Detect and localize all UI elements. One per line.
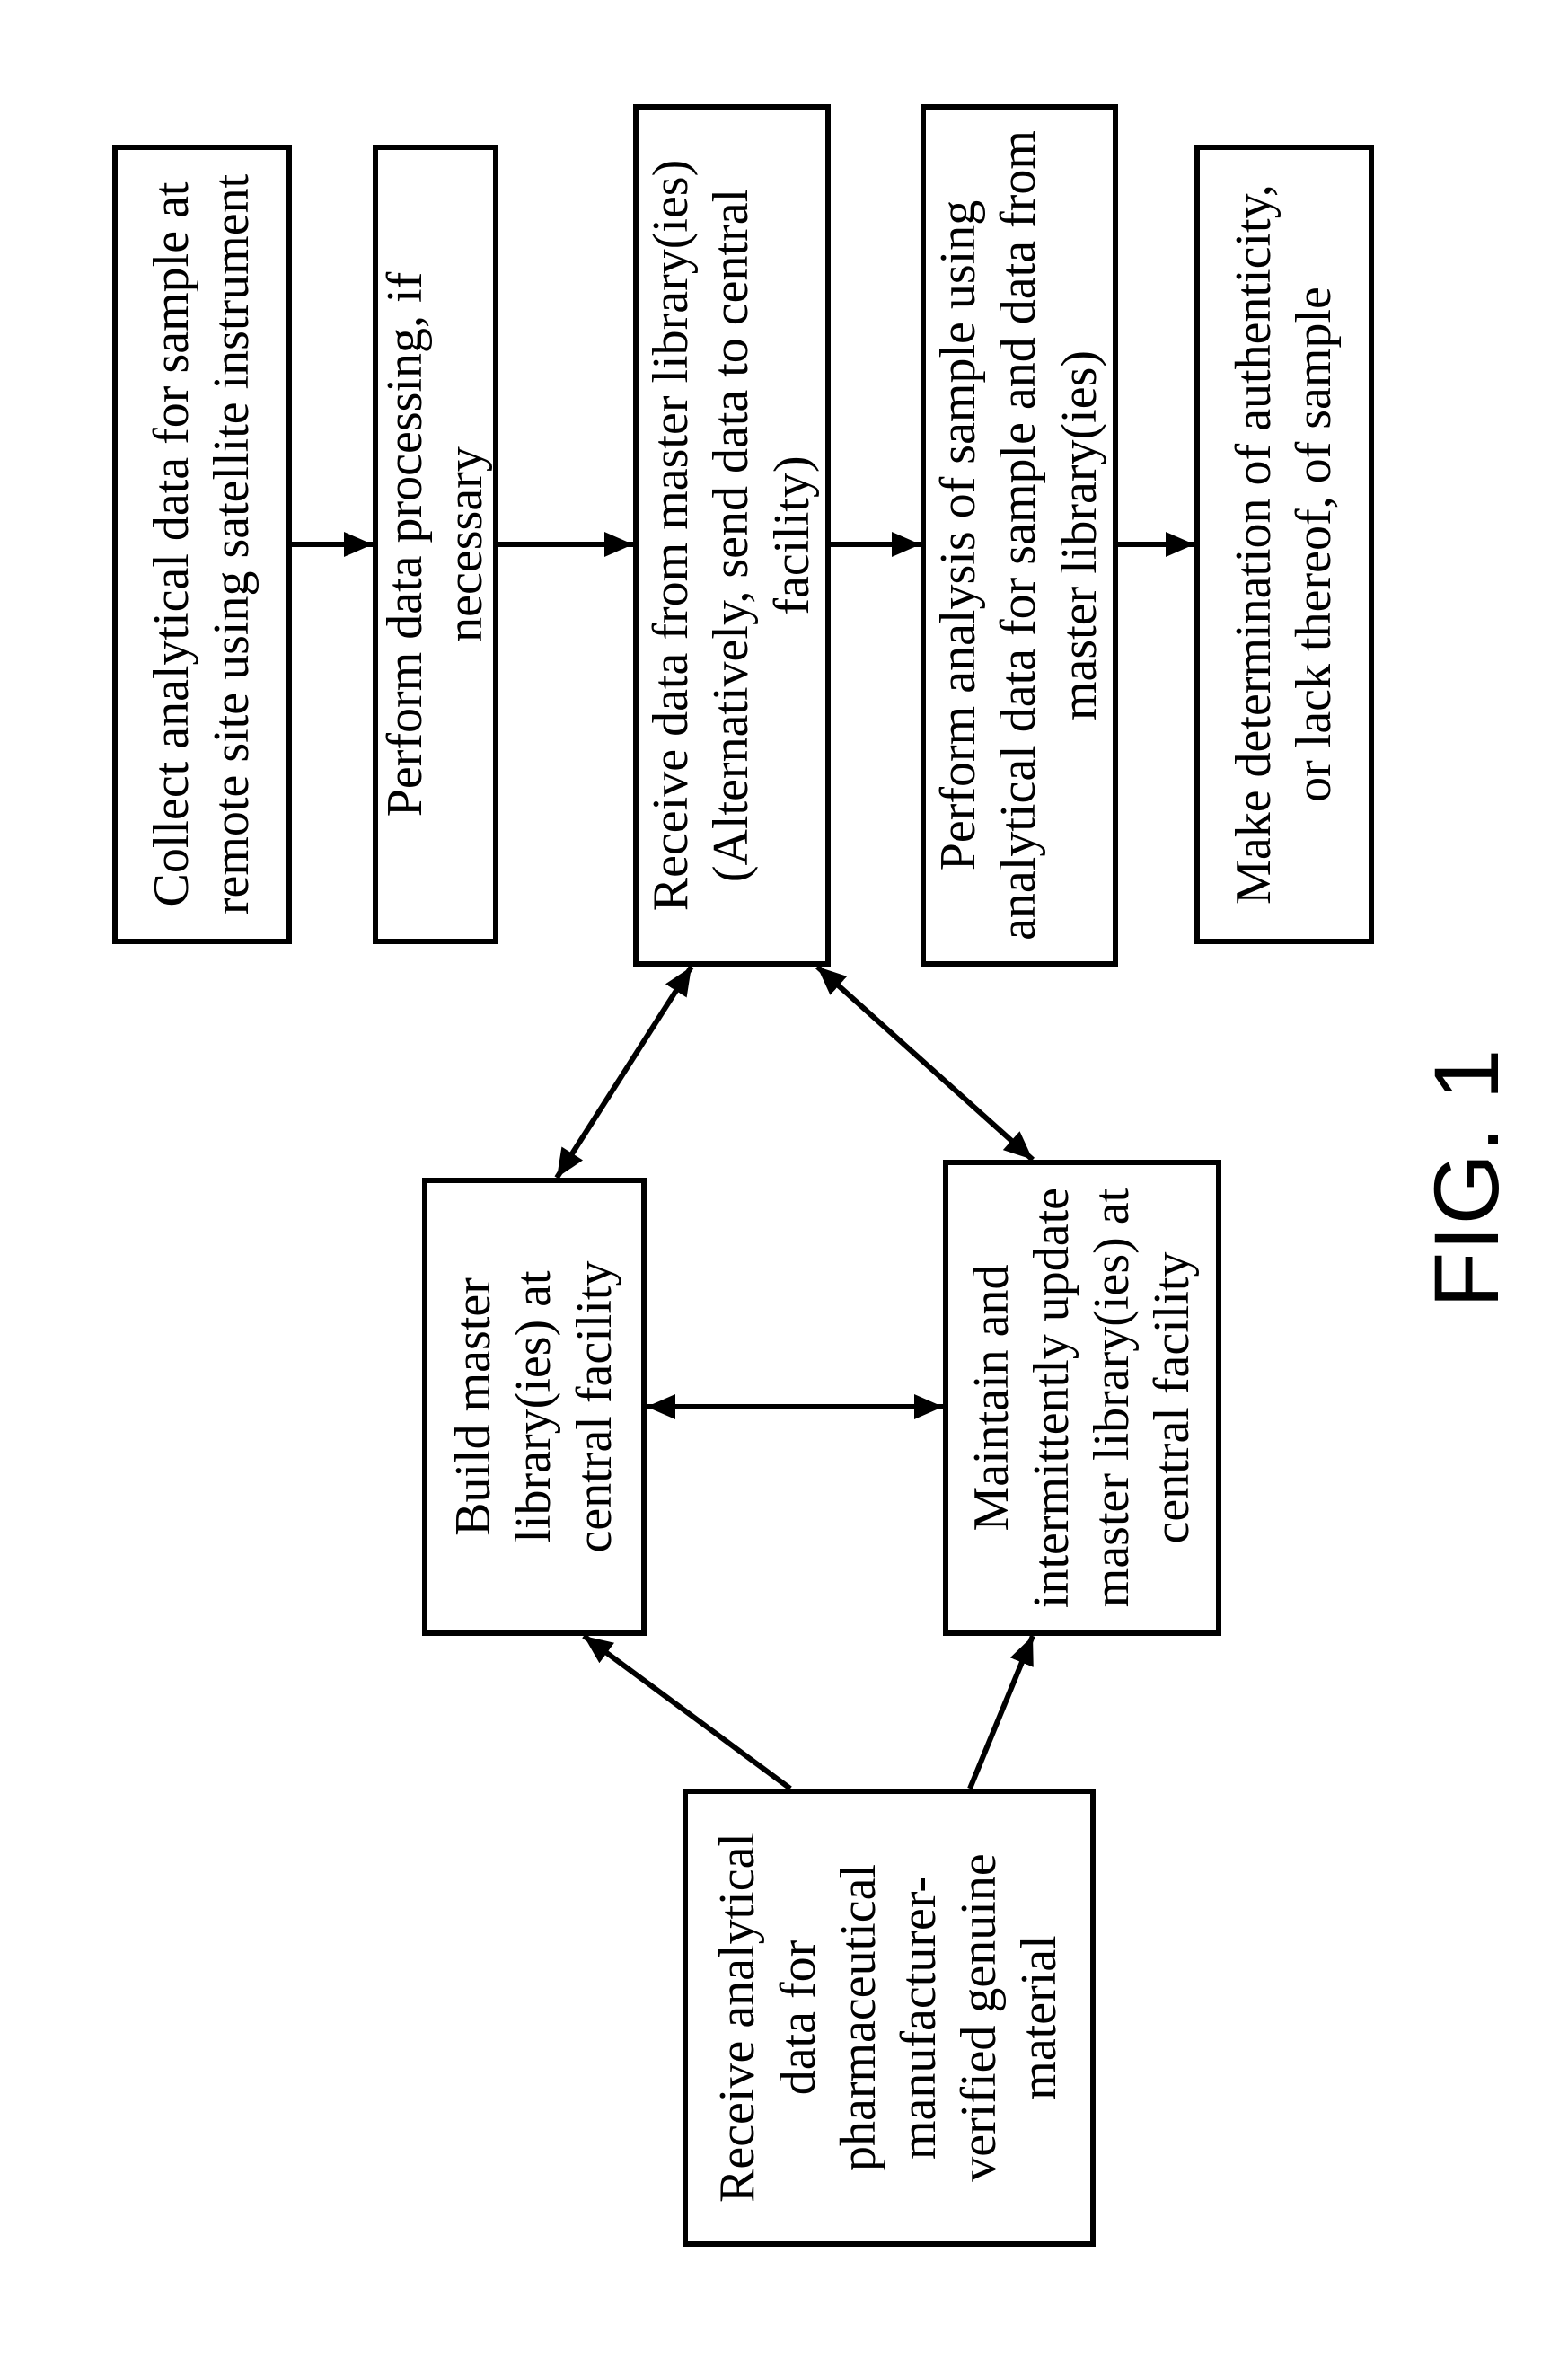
node-text: Receive data from master library(ies) (A…	[641, 129, 823, 941]
node-maintain-library: Maintain and intermittently update maste…	[943, 1160, 1221, 1636]
node-build-library: Build master library(ies) at central fac…	[422, 1178, 647, 1636]
node-text: Build master library(ies) at central fac…	[444, 1203, 625, 1611]
node-text: Receive analytical data for pharmaceutic…	[708, 1814, 1070, 2222]
arrow-B-F	[557, 967, 692, 1178]
node-perform-analysis: Perform analysis of sample using analyti…	[921, 104, 1118, 967]
page: Receive analytical data for pharmaceutic…	[0, 0, 1568, 2368]
node-process-data: Perform data processing, if necessary	[373, 145, 498, 944]
node-text: Make determination of authenticity, or l…	[1224, 170, 1344, 919]
node-text: Maintain and intermittently update maste…	[962, 1185, 1203, 1611]
node-collect-sample: Collect analytical data for sample at re…	[112, 145, 292, 944]
arrow-C-F	[817, 967, 1033, 1160]
node-receive-genuine-data: Receive analytical data for pharmaceutic…	[683, 1789, 1096, 2247]
node-text: Perform data processing, if necessary	[375, 170, 496, 919]
diagram-stage: Receive analytical data for pharmaceutic…	[0, 0, 1568, 2368]
arrow-A-to-B	[584, 1636, 790, 1789]
node-determination: Make determination of authenticity, or l…	[1194, 145, 1374, 944]
arrow-A-to-C	[970, 1636, 1033, 1789]
node-receive-library-data: Receive data from master library(ies) (A…	[633, 104, 831, 967]
node-text: Collect analytical data for sample at re…	[142, 170, 262, 919]
node-text: Perform analysis of sample using analyti…	[929, 129, 1110, 941]
figure-label: FIG. 1	[1414, 1048, 1520, 1308]
